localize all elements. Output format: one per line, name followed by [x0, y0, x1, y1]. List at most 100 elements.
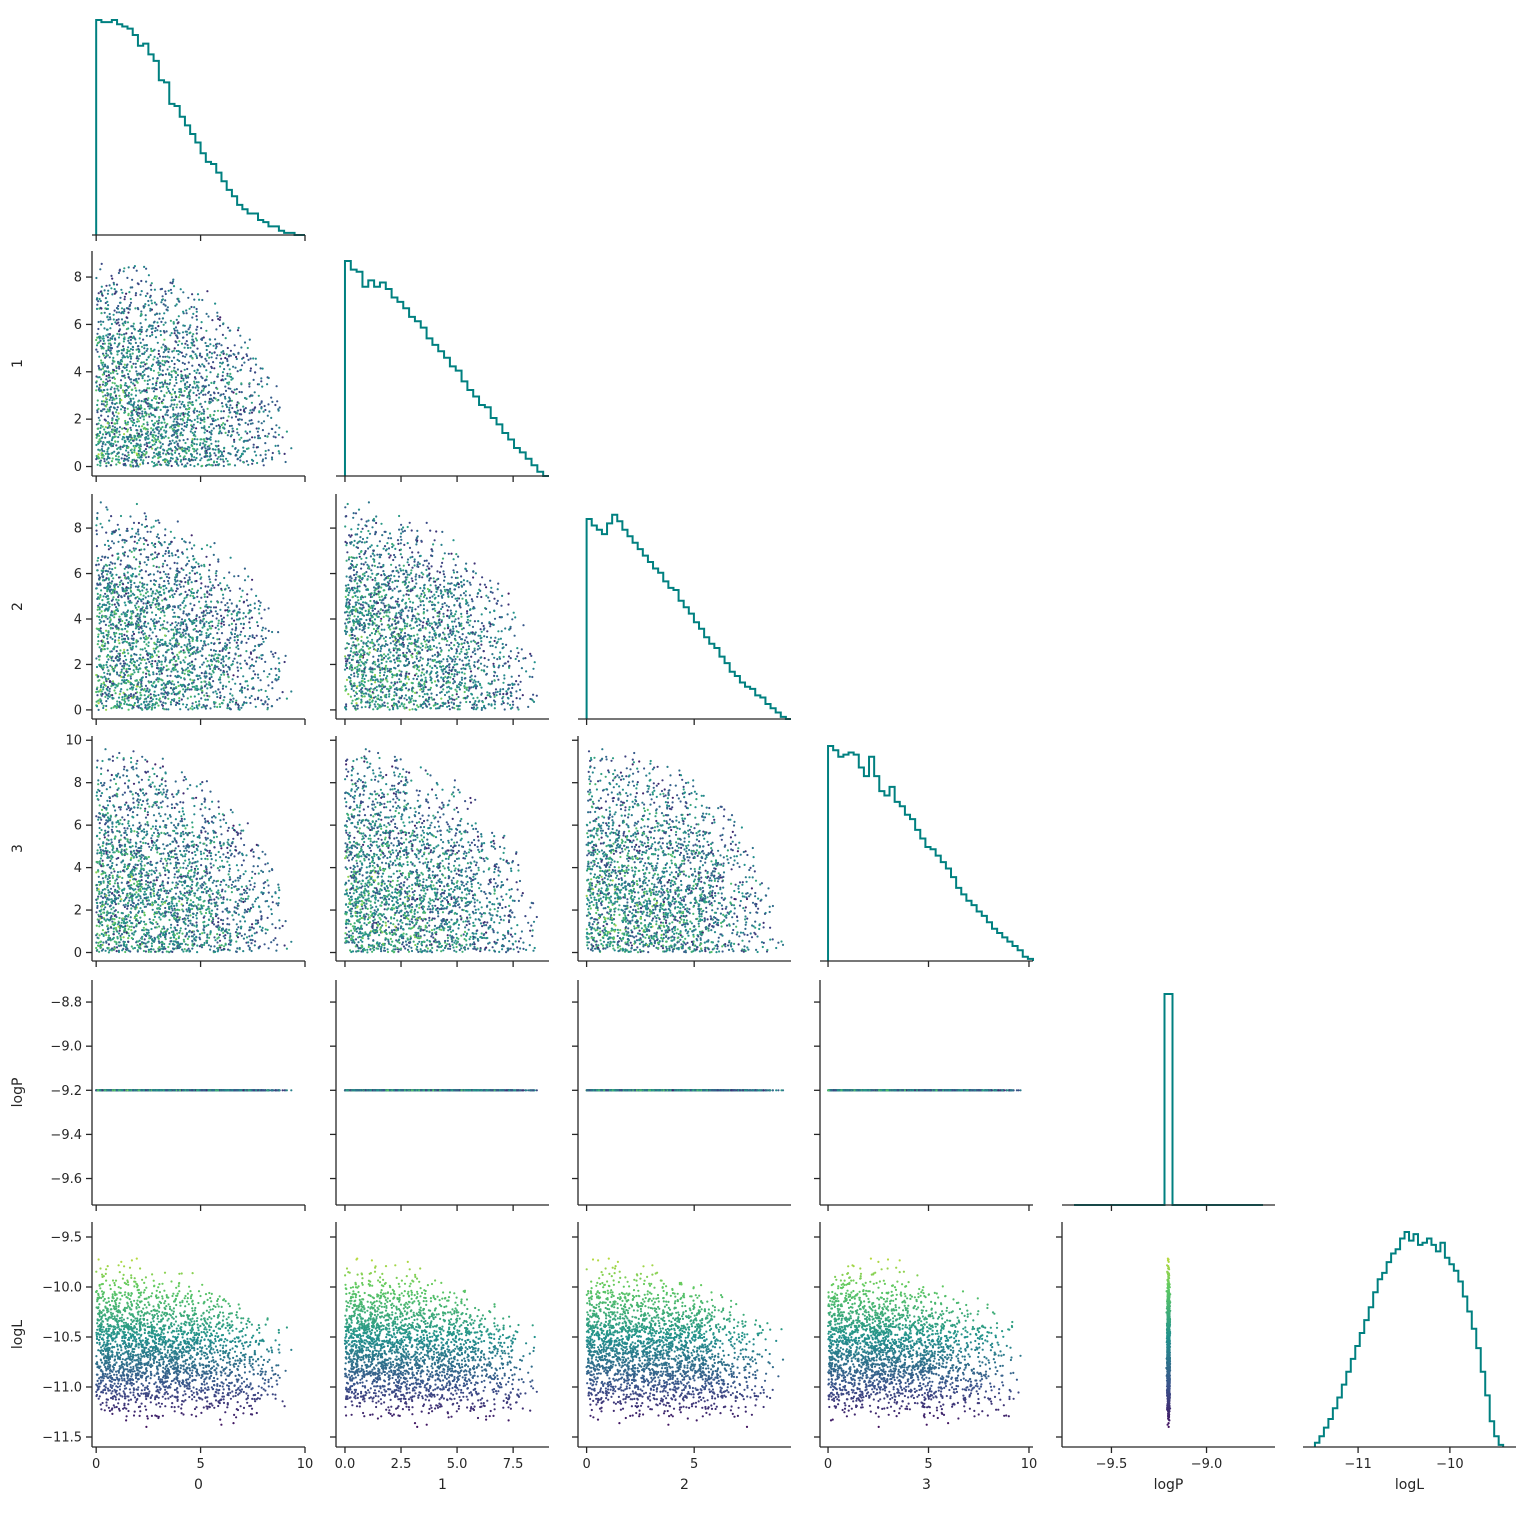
- scatter-point: [216, 315, 218, 317]
- scatter-point: [113, 415, 115, 417]
- scatter-point: [220, 358, 222, 360]
- scatter-point: [98, 367, 100, 369]
- scatter-point: [152, 383, 154, 385]
- scatter-point: [105, 426, 107, 428]
- scatter-point: [114, 388, 116, 390]
- scatter-point: [178, 425, 180, 427]
- scatter-point: [179, 406, 181, 408]
- scatter-point: [121, 349, 123, 351]
- scatter-point: [217, 418, 219, 420]
- scatter-point: [149, 335, 151, 337]
- scatter-point: [151, 350, 153, 352]
- scatter-point: [229, 425, 231, 427]
- scatter-point: [109, 399, 111, 401]
- scatter-point: [251, 402, 253, 404]
- scatter-point: [184, 386, 186, 388]
- scatter-point: [151, 331, 153, 333]
- scatter-point: [152, 358, 154, 360]
- scatter-point: [184, 343, 186, 345]
- scatter-point: [154, 302, 156, 304]
- scatter-point: [226, 360, 228, 362]
- scatter-point: [199, 459, 201, 461]
- scatter-point: [196, 355, 198, 357]
- scatter-point: [135, 411, 137, 413]
- scatter-point: [232, 430, 234, 432]
- scatter-point: [188, 446, 190, 448]
- scatter-point: [153, 462, 155, 464]
- scatter-point: [208, 426, 210, 428]
- scatter-point: [110, 275, 112, 277]
- scatter-point: [270, 417, 272, 419]
- scatter-point: [119, 446, 121, 448]
- scatter-point: [186, 312, 188, 314]
- scatter-point: [100, 320, 102, 322]
- scatter-point: [206, 376, 208, 378]
- scatter-point: [207, 408, 209, 410]
- scatter-point: [101, 445, 103, 447]
- scatter-point: [225, 432, 227, 434]
- scatter-point: [113, 360, 115, 362]
- scatter-point: [171, 370, 173, 372]
- scatter-point: [154, 416, 156, 418]
- scatter-point: [162, 452, 164, 454]
- scatter-point: [173, 434, 175, 436]
- scatter-point: [139, 412, 141, 414]
- scatter-point: [104, 289, 106, 291]
- scatter-point: [225, 390, 227, 392]
- scatter-point: [105, 297, 107, 299]
- scatter-point: [131, 332, 133, 334]
- scatter-point: [236, 406, 238, 408]
- scatter-point: [168, 356, 170, 358]
- scatter-point: [115, 385, 117, 387]
- scatter-point: [215, 425, 217, 427]
- scatter-point: [115, 455, 117, 457]
- scatter-point: [107, 304, 109, 306]
- scatter-point: [129, 418, 131, 420]
- scatter-point: [219, 325, 221, 327]
- scatter-point: [215, 440, 217, 442]
- scatter-point: [176, 423, 178, 425]
- scatter-point: [273, 436, 275, 438]
- scatter-point: [116, 373, 118, 375]
- scatter-point: [97, 399, 99, 401]
- scatter-point: [222, 422, 224, 424]
- scatter-point: [194, 459, 196, 461]
- scatter-point: [259, 403, 261, 405]
- scatter-point: [112, 443, 114, 445]
- scatter-point: [109, 380, 111, 382]
- scatter-point: [125, 293, 127, 295]
- scatter-point: [245, 440, 247, 442]
- scatter-point: [230, 435, 232, 437]
- scatter-point: [154, 422, 156, 424]
- scatter-point: [240, 409, 242, 411]
- scatter-point: [199, 403, 201, 405]
- scatter-point: [205, 465, 207, 467]
- scatter-point: [100, 300, 102, 302]
- scatter-point: [229, 330, 231, 332]
- scatter-point: [223, 461, 225, 463]
- scatter-point: [264, 409, 266, 411]
- scatter-point: [171, 454, 173, 456]
- scatter-point: [203, 366, 205, 368]
- scatter-point: [97, 328, 99, 330]
- scatter-point: [105, 411, 107, 413]
- scatter-point: [168, 290, 170, 292]
- scatter-point: [246, 355, 248, 357]
- scatter-point: [183, 395, 185, 397]
- scatter-point: [115, 458, 117, 460]
- scatter-point: [113, 398, 115, 400]
- scatter-point: [138, 350, 140, 352]
- scatter-point: [179, 440, 181, 442]
- scatter-point: [200, 438, 202, 440]
- scatter-point: [274, 404, 276, 406]
- scatter-point: [267, 415, 269, 417]
- scatter-point: [104, 437, 106, 439]
- scatter-point: [268, 433, 270, 435]
- scatter-point: [286, 431, 288, 433]
- scatter-point: [99, 268, 101, 270]
- scatter-point: [180, 288, 182, 290]
- scatter-point: [107, 319, 109, 321]
- scatter-point: [145, 314, 147, 316]
- scatter-point: [195, 329, 197, 331]
- scatter-point: [198, 372, 200, 374]
